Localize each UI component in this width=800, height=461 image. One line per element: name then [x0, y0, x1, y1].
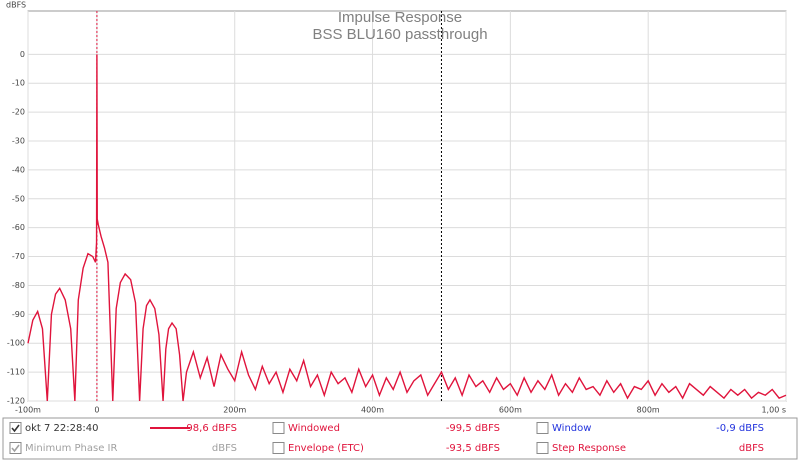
chart-title: Impulse Response — [338, 9, 462, 26]
trace-readout: -98,6 dBFS — [183, 423, 237, 434]
y-tick-label: -110 — [7, 368, 25, 377]
trace-readout: dBFS — [212, 443, 237, 454]
trace-checkbox[interactable] — [9, 422, 22, 434]
x-tick-label: 1,00 s — [761, 406, 786, 415]
trace-label: Step Response — [552, 443, 626, 454]
y-tick-label: -80 — [12, 281, 25, 290]
x-tick-label: 600m — [499, 406, 522, 415]
trace-readout: dBFS — [739, 443, 764, 454]
checkmark — [11, 424, 20, 433]
y-tick-label: -120 — [7, 397, 25, 406]
trace-checkbox[interactable] — [272, 422, 285, 434]
x-tick-label: 0 — [94, 406, 99, 415]
y-tick-label: -50 — [12, 194, 25, 203]
y-tick-label: -40 — [12, 165, 25, 174]
trace-checkbox[interactable] — [536, 422, 549, 434]
x-tick-label: 200m — [223, 406, 246, 415]
y-tick-label: -70 — [12, 252, 25, 261]
y-tick-label: -30 — [12, 137, 25, 146]
trace-checkbox[interactable] — [9, 442, 22, 454]
legend-panel — [2, 417, 798, 460]
ir-line — [27, 54, 787, 402]
y-axis-label: dBFS — [6, 1, 26, 10]
trace-label: okt 7 22:28:40 — [25, 423, 98, 434]
x-tick-label: -100m — [15, 406, 41, 415]
x-tick-label: 400m — [361, 406, 384, 415]
trace-readout: -93,5 dBFS — [446, 443, 500, 454]
y-tick-label: -90 — [12, 310, 25, 319]
y-tick-label: 0 — [20, 50, 25, 59]
chart-subtitle: BSS BLU160 passthrough — [312, 26, 487, 43]
plot-area — [27, 10, 787, 402]
trace-label: Window — [552, 423, 591, 434]
checkmark — [11, 444, 20, 453]
y-tick-label: -60 — [12, 223, 25, 232]
trace-checkbox[interactable] — [536, 442, 549, 454]
trace-label: Envelope (ETC) — [288, 443, 364, 454]
x-tick-label: 800m — [637, 406, 660, 415]
trace-label: Windowed — [288, 423, 340, 434]
y-tick-label: -20 — [12, 108, 25, 117]
trace-checkbox[interactable] — [272, 442, 285, 454]
trace-readout: -99,5 dBFS — [446, 423, 500, 434]
trace-readout: -0,9 dBFS — [716, 423, 764, 434]
y-tick-label: -10 — [12, 79, 25, 88]
trace-label: Minimum Phase IR — [25, 443, 118, 454]
y-tick-label: -100 — [7, 339, 25, 348]
